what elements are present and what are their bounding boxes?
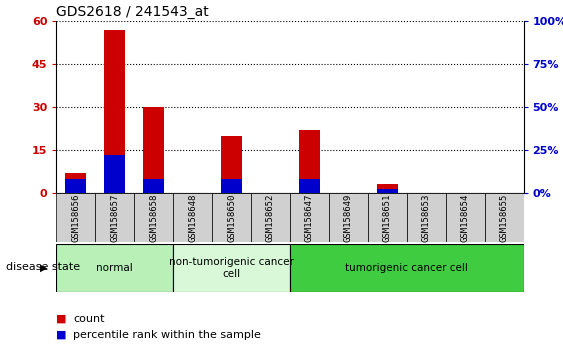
Bar	[251, 193, 290, 242]
Bar	[406, 193, 446, 242]
Text: GSM158651: GSM158651	[383, 194, 392, 242]
Bar	[299, 179, 320, 193]
Bar	[173, 244, 290, 292]
Bar	[143, 179, 164, 193]
Text: non-tumorigenic cancer
cell: non-tumorigenic cancer cell	[169, 257, 294, 279]
Bar	[329, 193, 368, 242]
Text: GSM158647: GSM158647	[305, 194, 314, 242]
Text: normal: normal	[96, 263, 133, 273]
Text: GSM158657: GSM158657	[110, 194, 119, 242]
Bar	[368, 193, 406, 242]
Text: GSM158656: GSM158656	[72, 194, 81, 242]
Bar	[65, 173, 87, 193]
Bar	[56, 244, 173, 292]
Bar	[485, 193, 524, 242]
Text: ■: ■	[56, 314, 67, 324]
Text: GSM158649: GSM158649	[344, 194, 353, 242]
Text: GSM158652: GSM158652	[266, 194, 275, 242]
Text: ■: ■	[56, 330, 67, 339]
Text: GSM158653: GSM158653	[422, 194, 431, 242]
Bar	[143, 107, 164, 193]
Text: GDS2618 / 241543_at: GDS2618 / 241543_at	[56, 5, 209, 19]
Bar	[290, 193, 329, 242]
Bar	[56, 193, 95, 242]
Bar	[104, 30, 126, 193]
Bar	[299, 130, 320, 193]
Bar	[290, 244, 524, 292]
Bar	[221, 179, 242, 193]
Bar	[212, 193, 251, 242]
Bar	[377, 184, 398, 193]
Text: tumorigenic cancer cell: tumorigenic cancer cell	[345, 263, 468, 273]
Text: disease state: disease state	[6, 262, 80, 272]
Bar	[95, 193, 134, 242]
Bar	[134, 193, 173, 242]
Bar	[377, 189, 398, 193]
Text: GSM158648: GSM158648	[188, 194, 197, 242]
Bar	[104, 155, 126, 193]
Text: GSM158650: GSM158650	[227, 194, 236, 242]
Bar	[221, 136, 242, 193]
Text: GSM158654: GSM158654	[461, 194, 470, 242]
Text: GSM158655: GSM158655	[499, 194, 508, 242]
Bar	[446, 193, 485, 242]
Bar	[65, 179, 87, 193]
Text: percentile rank within the sample: percentile rank within the sample	[73, 330, 261, 339]
Text: count: count	[73, 314, 105, 324]
Text: GSM158658: GSM158658	[149, 194, 158, 242]
Text: ▶: ▶	[41, 262, 48, 272]
Bar	[173, 193, 212, 242]
